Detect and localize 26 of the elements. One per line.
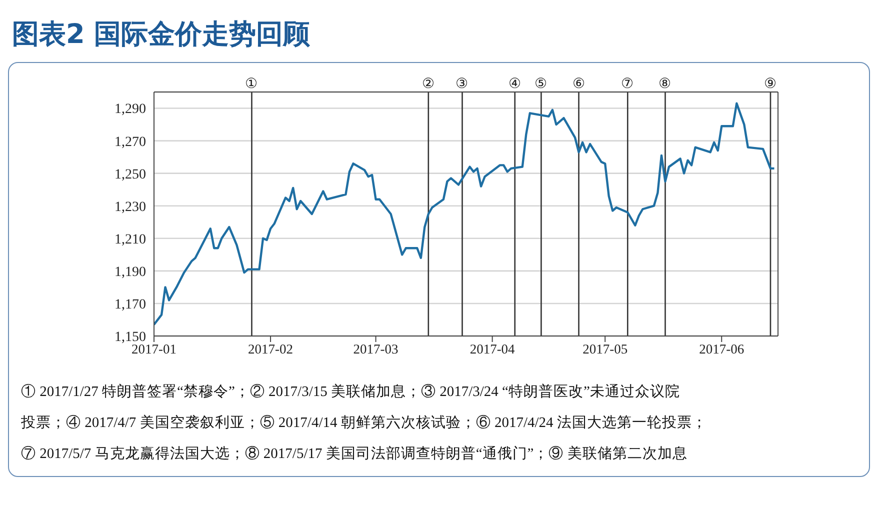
chart-title: 图表2 国际金价走势回顾 xyxy=(11,18,312,52)
y-tick-label: 1,170 xyxy=(114,297,146,312)
ref-line-label: ⑥ xyxy=(572,77,586,92)
y-tick-label: 1,190 xyxy=(114,264,146,280)
ref-line-label: ⑨ xyxy=(764,77,777,92)
y-tick-label: 1,230 xyxy=(114,200,146,215)
x-tick-label: 2017-04 xyxy=(470,342,516,357)
y-tick-label: 1,250 xyxy=(114,167,146,182)
y-tick-label: 1,210 xyxy=(114,232,146,248)
ref-line-label: ④ xyxy=(508,77,522,92)
y-tick-label: 1,270 xyxy=(114,134,146,150)
ref-line-label: ③ xyxy=(456,77,469,92)
ref-line-label: ⑧ xyxy=(658,77,672,92)
line-series xyxy=(154,102,776,326)
ref-line-label: ② xyxy=(422,77,435,92)
ref-line-label: ① xyxy=(245,77,258,92)
text: ⑦ 2017/5/7 马克龙赢得法国大选；⑧ 2017/5/17 美国司法部调查特朗普“通俄门”；⑨ 美联储第二次加息 xyxy=(21,444,688,464)
y-tick-label: 1,290 xyxy=(114,102,146,118)
ref-line-label: ⑤ xyxy=(534,77,548,92)
text: 投票；④ 2017/4/7 美国空袭叙利亚；⑤ 2017/4/14 朝鲜第六次核试验；⑥ 2017/4/24 法国大选第一轮投票； xyxy=(21,414,708,433)
ref-line-label: ⑦ xyxy=(621,77,634,92)
x-tick-label: 2017-03 xyxy=(353,342,399,357)
x-tick-label: 2017-06 xyxy=(699,342,744,357)
x-tick-label: 2017-05 xyxy=(582,342,628,357)
x-tick-label: 2017-02 xyxy=(248,342,294,357)
text: ① 2017/1/27 特朗普签署“禁穆令”；② 2017/3/15 美联储加息；③ 2017/3/24 “特朗普医改”未通过众议院 xyxy=(21,382,681,402)
